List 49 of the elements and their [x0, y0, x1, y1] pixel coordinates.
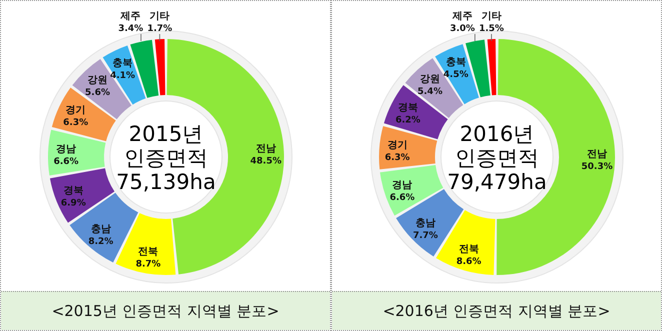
data-label: 48.5% — [250, 156, 282, 166]
data-label: 1.7% — [147, 24, 172, 34]
slice-label: 제주 — [120, 11, 141, 22]
slice-label: 전남 — [586, 148, 607, 160]
data-label: 8.6% — [456, 256, 482, 267]
slice-label: 경기 — [66, 105, 86, 116]
slice-label: 기타 — [150, 11, 170, 22]
slice-label: 충남 — [90, 224, 111, 235]
text: 2015년 인증면적 75,139ha — [116, 122, 216, 194]
slice-label: 경남 — [56, 144, 76, 156]
donut-slice — [379, 126, 438, 170]
data-label: 3.4% — [118, 24, 144, 34]
data-label: 8.7% — [136, 259, 161, 270]
data-label: 7.7% — [412, 230, 438, 241]
text: <2016년 인증면적 지역별 분포> — [332, 291, 661, 330]
slice-label: 충북 — [112, 58, 133, 69]
slice-label: 전북 — [458, 244, 479, 255]
slice-label: 경북 — [398, 102, 418, 114]
donut-slice — [436, 210, 496, 275]
data-label: 6.6% — [54, 157, 79, 168]
text: 2016년 인증면적 79,479ha — [447, 122, 547, 194]
slice-label: 경기 — [387, 140, 408, 152]
text: <2015년 인증면적 지역별 분포> — [1, 291, 330, 330]
donut-slice — [154, 39, 166, 96]
data-label: 6.9% — [60, 198, 86, 209]
donut-slice — [487, 39, 496, 96]
data-label: 6.3% — [63, 118, 88, 128]
slice-label: 경남 — [392, 180, 412, 191]
data-label: 6.3% — [384, 153, 410, 164]
donut-slice — [52, 88, 116, 142]
slice-label: 전북 — [138, 246, 158, 258]
slice-label: 충남 — [415, 218, 436, 229]
data-label: 5.6% — [85, 88, 110, 98]
slice-label: 전남 — [256, 143, 276, 154]
slice-label: 강원 — [88, 75, 108, 86]
data-label: 50.3% — [581, 162, 613, 172]
data-label: 8.2% — [88, 236, 114, 247]
slice-label: 경북 — [63, 186, 84, 197]
donut-slice — [50, 168, 115, 223]
donut-slice — [116, 213, 176, 275]
data-label: 3.0% — [450, 24, 475, 34]
slice-label: 기타 — [481, 11, 502, 22]
data-label: 6.6% — [390, 192, 415, 203]
data-label: 5.4% — [418, 86, 442, 97]
slice-label: 충북 — [446, 56, 466, 68]
slice-label: 강원 — [420, 74, 440, 85]
data-label: 6.2% — [395, 116, 420, 126]
slice-label: 제주 — [451, 11, 472, 22]
data-label: 1.5% — [478, 24, 504, 34]
